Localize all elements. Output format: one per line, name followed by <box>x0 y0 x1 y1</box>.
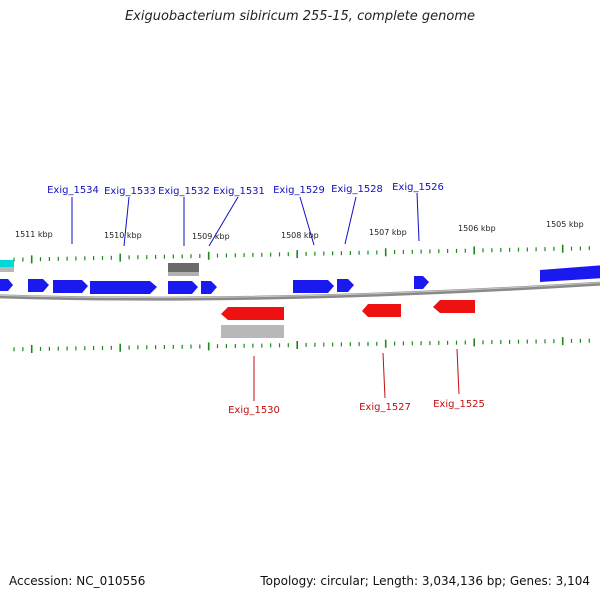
callout-line <box>299 196 315 246</box>
callout-line <box>123 196 130 247</box>
gene-arrow-forward[interactable] <box>53 280 88 293</box>
gene-arrow-forward[interactable] <box>28 279 49 292</box>
ruler-label: 1510 kbp <box>104 231 142 240</box>
gene-label[interactable]: Exig_1530 <box>228 405 280 416</box>
map-title: Exiguobacterium sibiricum 255-15, comple… <box>124 9 476 24</box>
gene-arrow-reverse[interactable] <box>362 304 401 317</box>
gene-label[interactable]: Exig_1529 <box>273 185 325 196</box>
gene-label[interactable]: Exig_1526 <box>392 182 444 193</box>
callout-line <box>416 192 420 242</box>
gene-shadow <box>221 325 284 338</box>
ruler-ticks-top <box>13 244 590 264</box>
gene-arrow-forward[interactable] <box>337 279 354 292</box>
forward-gene-labels: Exig_1534 Exig_1533 Exig_1532 Exig_1531 … <box>47 182 444 197</box>
gene-arrow-reverse[interactable] <box>221 307 284 320</box>
callout-line <box>382 352 386 399</box>
ruler-label: 1508 kbp <box>281 231 319 240</box>
genome-backbone <box>0 281 600 301</box>
ruler-label: 1507 kbp <box>369 228 407 237</box>
gene-label[interactable]: Exig_1531 <box>213 186 265 197</box>
gene-label[interactable]: Exig_1532 <box>158 186 210 197</box>
rna-gene[interactable] <box>0 260 14 267</box>
gene-arrow-forward[interactable] <box>540 265 600 282</box>
pseudo-gene-shadow <box>168 272 199 276</box>
gene-label[interactable]: Exig_1534 <box>47 185 99 196</box>
ruler-labels: 1511 kbp 1510 kbp 1509 kbp 1508 kbp 1507… <box>15 220 584 241</box>
gene-arrow-reverse[interactable] <box>433 300 475 313</box>
callout-line <box>456 348 460 395</box>
gene-arrow-forward[interactable] <box>90 281 157 294</box>
gene-label[interactable]: Exig_1525 <box>433 399 485 410</box>
forward-genes <box>0 265 600 294</box>
genome-backbone-highlight <box>0 282 600 299</box>
callout-line <box>344 196 357 245</box>
ruler-ticks-bottom <box>13 337 590 353</box>
reverse-gene-labels: Exig_1530 Exig_1527 Exig_1525 <box>228 399 485 416</box>
gene-arrow-forward[interactable] <box>0 279 13 291</box>
gene-arrow-forward[interactable] <box>201 281 217 294</box>
genome-summary-text: Topology: circular; Length: 3,034,136 bp… <box>260 574 590 588</box>
gene-arrow-forward[interactable] <box>168 281 198 294</box>
rna-gene-shadow <box>0 267 14 272</box>
gene-label[interactable]: Exig_1528 <box>331 184 383 195</box>
ruler-label: 1505 kbp <box>546 220 584 229</box>
callout-line <box>208 196 239 247</box>
gene-label[interactable]: Exig_1527 <box>359 402 411 413</box>
gene-label[interactable]: Exig_1533 <box>104 186 156 197</box>
gene-arrow-forward[interactable] <box>414 276 429 289</box>
ruler-label: 1511 kbp <box>15 230 53 239</box>
reverse-genes <box>221 300 475 338</box>
ruler-label: 1509 kbp <box>192 232 230 241</box>
accession-text: Accession: NC_010556 <box>9 574 146 588</box>
ruler-label: 1506 kbp <box>458 224 496 233</box>
gene-arrow-forward[interactable] <box>293 280 334 293</box>
reverse-gene-callouts <box>253 348 460 401</box>
forward-gene-callouts <box>71 192 420 247</box>
